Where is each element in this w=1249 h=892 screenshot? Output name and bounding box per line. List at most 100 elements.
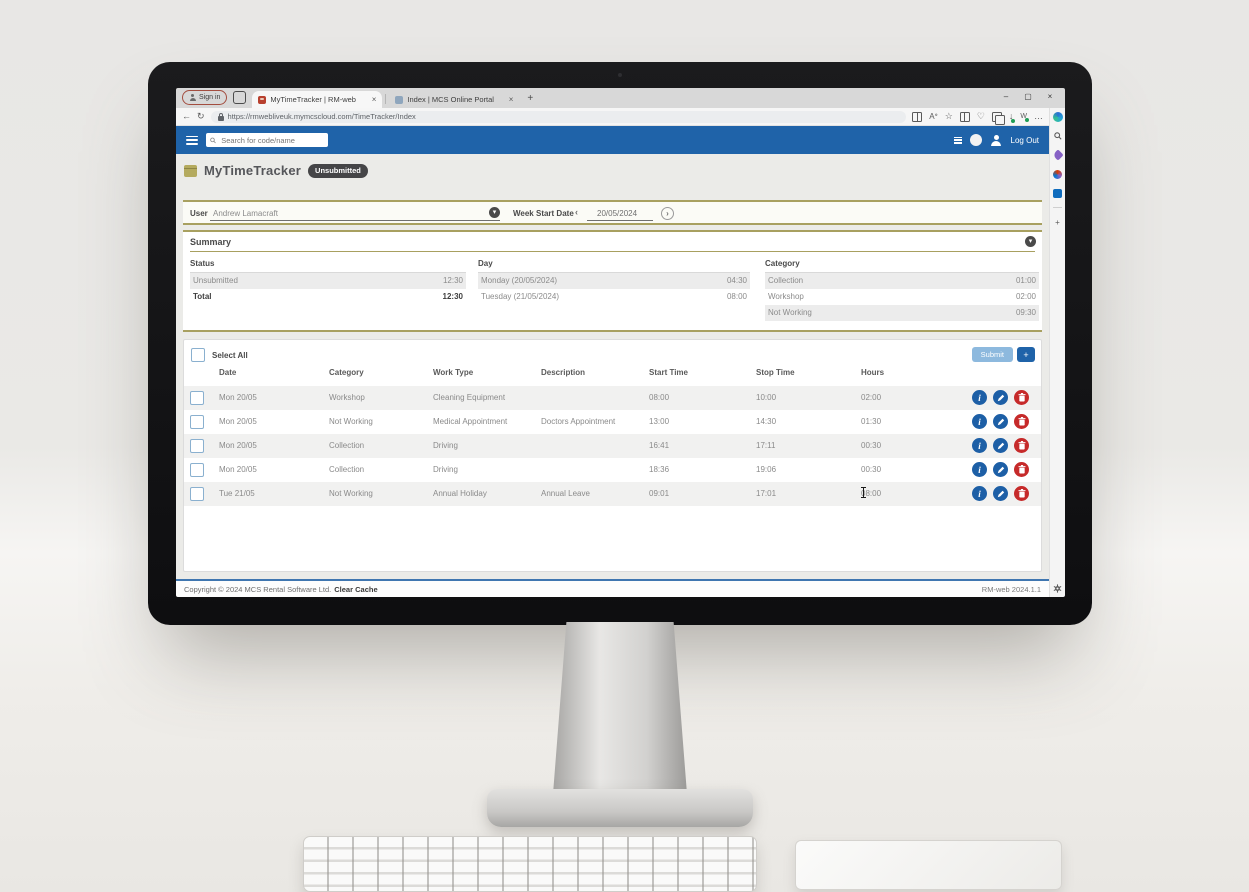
- refresh-icon[interactable]: ↻: [197, 111, 205, 121]
- week-start-value[interactable]: 20/05/2024: [597, 209, 638, 218]
- category-header: Category: [765, 255, 1039, 273]
- info-button[interactable]: i: [972, 390, 987, 405]
- table-row: Mon 20/05 Not Working Medical Appointmen…: [184, 410, 1041, 434]
- summary-collapse-icon[interactable]: ▾: [1025, 236, 1036, 247]
- new-tab-button[interactable]: +: [527, 93, 534, 104]
- info-button[interactable]: i: [972, 462, 987, 477]
- row-checkbox[interactable]: [190, 415, 204, 429]
- webcam-dot: [618, 73, 622, 77]
- summary-row: Monday (20/05/2024) 04:30: [478, 273, 750, 289]
- user-value[interactable]: Andrew Lamacraft: [213, 209, 278, 218]
- url-text: https://rmwebliveuk.mymcscloud.com/TimeT…: [227, 112, 416, 121]
- close-tab-icon[interactable]: ×: [371, 94, 377, 104]
- settings-gear-icon[interactable]: [1053, 583, 1063, 593]
- tab-actions-icon[interactable]: [233, 91, 247, 104]
- more-menu-icon[interactable]: …: [1034, 111, 1043, 121]
- cell-date: Mon 20/05: [219, 417, 257, 426]
- day-header: Day: [478, 255, 750, 273]
- pencil-icon: [997, 490, 1004, 497]
- delete-button[interactable]: [1014, 390, 1029, 405]
- trash-icon: [1017, 441, 1026, 450]
- edit-button[interactable]: [993, 390, 1008, 405]
- cell-category: Not Working: [329, 417, 373, 426]
- minimize-icon[interactable]: –: [1003, 91, 1009, 101]
- add-entry-button[interactable]: +: [1017, 347, 1035, 362]
- next-week-icon[interactable]: ›: [661, 207, 674, 220]
- menu-icon[interactable]: [186, 135, 198, 145]
- column-header: Work Type: [433, 368, 474, 377]
- browser-toolbar: ← ↻ https://rmwebliveuk.mymcscloud.com/T…: [176, 108, 1049, 126]
- monitor-base: [487, 789, 753, 827]
- browser-profile-button[interactable]: Sign in: [182, 90, 228, 105]
- extension-icon[interactable]: W: [1020, 113, 1029, 122]
- notification-badge[interactable]: [969, 134, 982, 146]
- category-label: Not Working: [768, 308, 812, 317]
- tab-title: MyTimeTracker | RM-web: [270, 95, 356, 104]
- rmweb-favicon: [258, 95, 267, 104]
- edit-button[interactable]: [993, 486, 1008, 501]
- favorites-star-icon[interactable]: ☆: [944, 111, 953, 121]
- row-checkbox[interactable]: [190, 391, 204, 405]
- tab-mcs-portal[interactable]: Index | MCS Online Portal ×: [389, 91, 519, 108]
- browser-essentials-icon[interactable]: ♡: [976, 111, 985, 121]
- cell-description: Annual Leave: [541, 489, 590, 498]
- cell-stop-time: 19:06: [756, 465, 777, 474]
- app-search[interactable]: [206, 133, 328, 147]
- logout-button[interactable]: Log Out: [1010, 135, 1039, 145]
- cell-hours: 01:30: [861, 417, 882, 426]
- close-tab-icon[interactable]: ×: [508, 94, 514, 104]
- delete-button[interactable]: [1014, 414, 1029, 429]
- address-bar[interactable]: https://rmwebliveuk.mymcscloud.com/TimeT…: [210, 110, 907, 123]
- previous-week-icon[interactable]: ‹: [575, 207, 578, 217]
- info-button[interactable]: i: [972, 438, 987, 453]
- keyboard: [303, 836, 757, 892]
- workspaces-icon[interactable]: [912, 111, 923, 122]
- edit-button[interactable]: [993, 462, 1008, 477]
- sidebar-add-icon[interactable]: +: [1055, 217, 1060, 227]
- cell-description: Doctors Appointment: [541, 417, 616, 426]
- summary-row: Tuesday (21/05/2024) 08:00: [478, 289, 750, 305]
- row-checkbox[interactable]: [190, 463, 204, 477]
- task-list-icon[interactable]: [953, 136, 962, 144]
- clear-cache-link[interactable]: Clear Cache: [334, 584, 378, 594]
- sidebar-search-icon[interactable]: [1053, 131, 1063, 141]
- split-screen-icon[interactable]: [959, 111, 970, 122]
- downloads-icon[interactable]: ↓: [1008, 111, 1015, 123]
- tab-mytimetracker[interactable]: MyTimeTracker | RM-web ×: [252, 91, 383, 108]
- delete-button[interactable]: [1014, 438, 1029, 453]
- microsoft365-icon[interactable]: [1053, 169, 1063, 179]
- back-icon[interactable]: ←: [182, 111, 191, 121]
- close-window-icon[interactable]: ×: [1047, 91, 1053, 101]
- toolbar-icons: Aᐤ ☆ ♡ ↓ W …: [912, 111, 1043, 125]
- cell-work-type: Driving: [433, 465, 458, 474]
- user-avatar-icon[interactable]: [990, 134, 1003, 147]
- cell-category: Not Working: [329, 489, 373, 498]
- collections-icon[interactable]: [991, 111, 1005, 125]
- status-header: Status: [190, 255, 466, 273]
- delete-button[interactable]: [1014, 462, 1029, 477]
- cell-date: Tue 21/05: [219, 489, 255, 498]
- info-button[interactable]: i: [972, 486, 987, 501]
- entries-header-row: Date Category Work Type Description Star…: [184, 368, 1041, 384]
- summary-row: Unsubmitted 12:30: [190, 273, 466, 289]
- profile-label: Sign in: [199, 94, 221, 101]
- row-checkbox[interactable]: [190, 439, 204, 453]
- outlook-icon[interactable]: [1053, 188, 1063, 198]
- user-dropdown-icon[interactable]: ▾: [489, 207, 500, 218]
- app-header: Log Out: [176, 126, 1049, 154]
- info-button[interactable]: i: [972, 414, 987, 429]
- read-aloud-icon[interactable]: Aᐤ: [929, 111, 938, 121]
- shopping-icon[interactable]: [1051, 149, 1064, 161]
- cell-category: Collection: [329, 465, 365, 474]
- copilot-icon[interactable]: [1052, 112, 1063, 122]
- category-label: Collection: [768, 276, 804, 285]
- submit-button[interactable]: Submit: [971, 347, 1013, 362]
- delete-button[interactable]: [1014, 486, 1029, 501]
- maximize-icon[interactable]: ▢: [1024, 91, 1032, 101]
- select-all-checkbox[interactable]: [191, 348, 205, 362]
- date-field-underline: [587, 220, 653, 221]
- search-input[interactable]: [219, 134, 324, 146]
- edit-button[interactable]: [993, 438, 1008, 453]
- row-checkbox[interactable]: [190, 487, 204, 501]
- edit-button[interactable]: [993, 414, 1008, 429]
